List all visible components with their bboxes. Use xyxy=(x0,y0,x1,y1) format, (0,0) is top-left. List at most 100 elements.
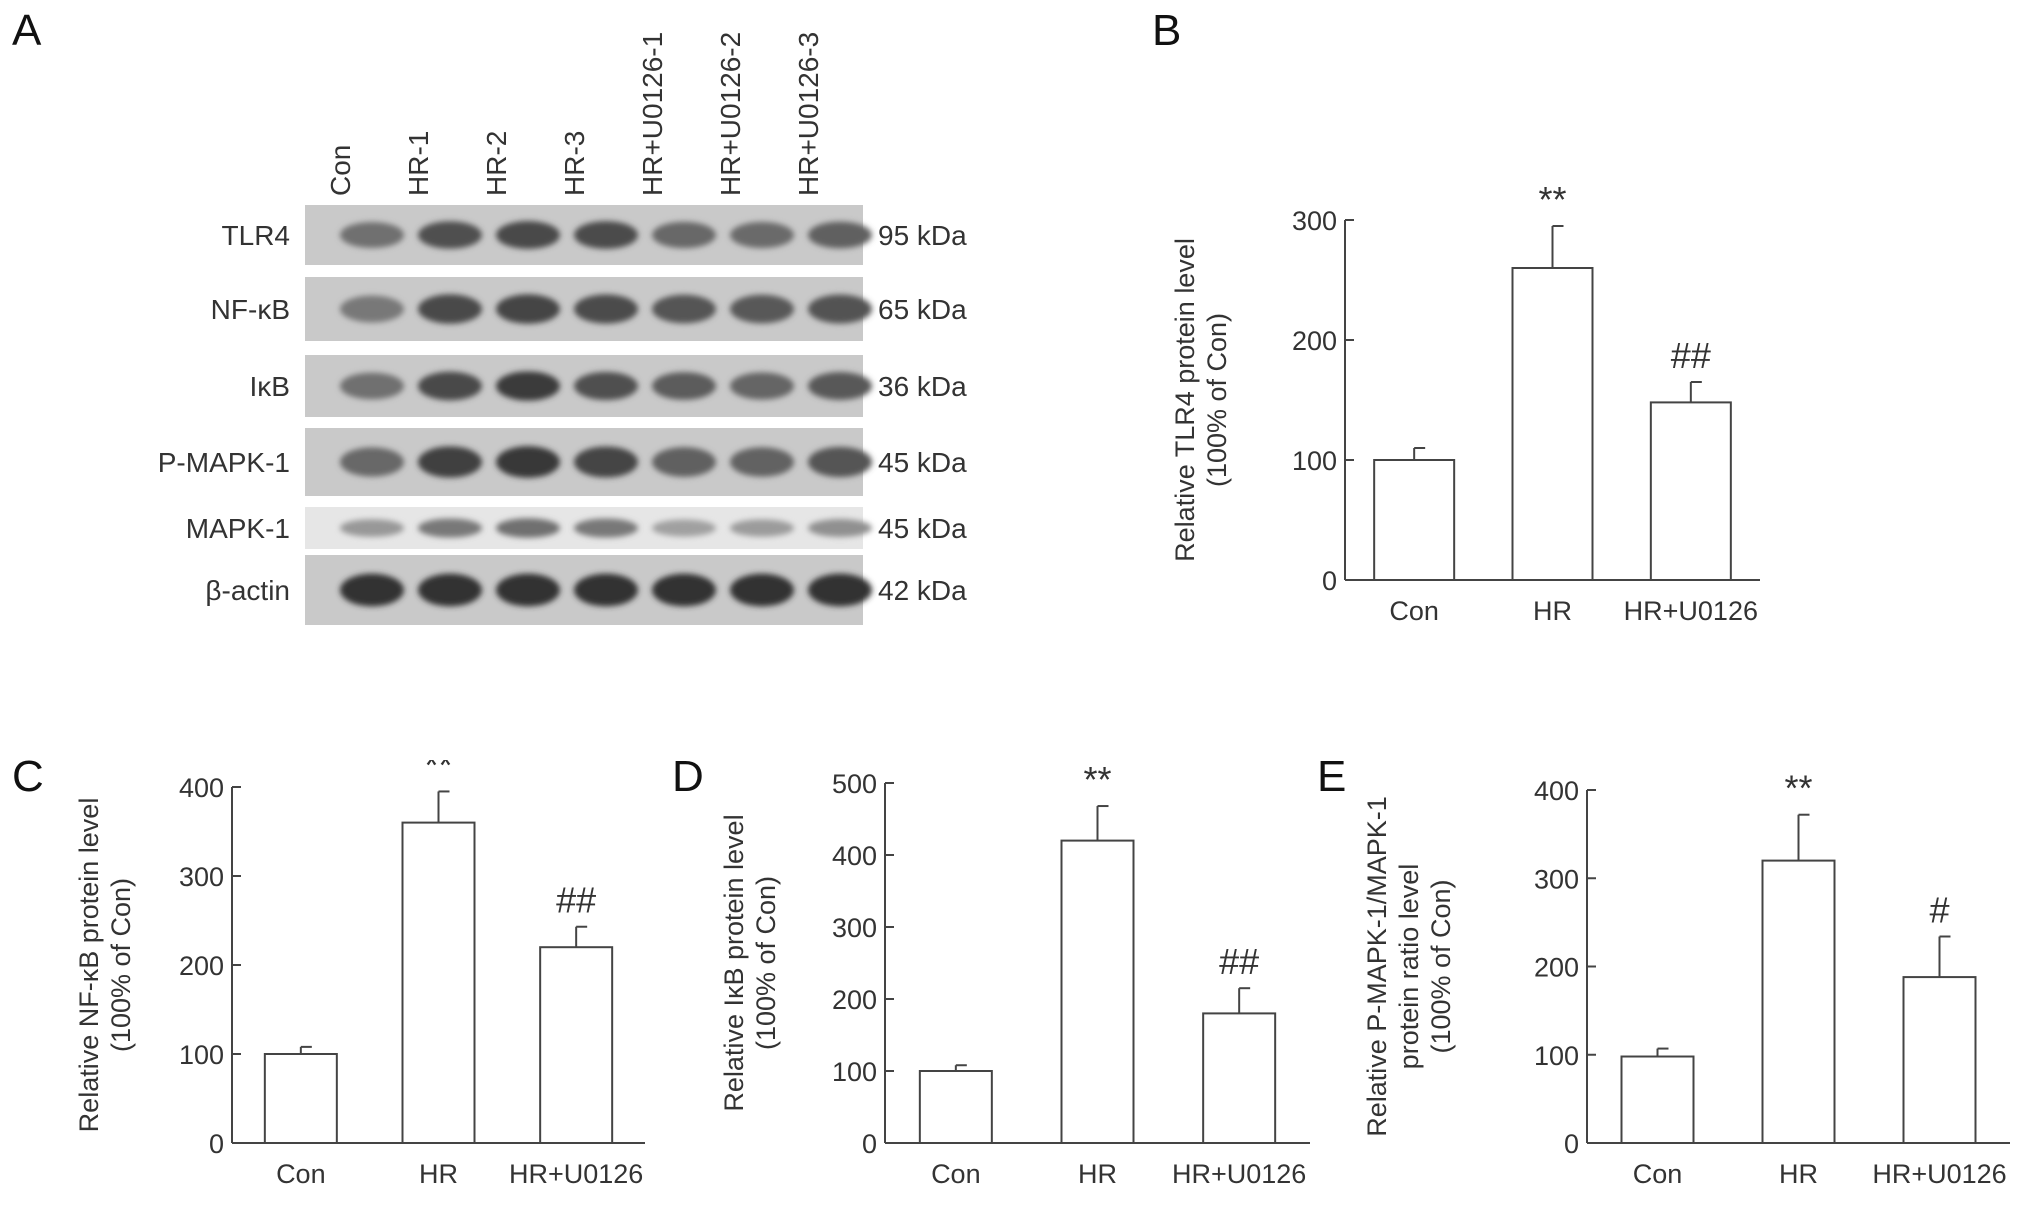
y-tick-label: 100 xyxy=(1292,446,1337,476)
blot-row: P-MAPK-1 45 kDa xyxy=(158,428,967,496)
blot-band xyxy=(808,573,872,607)
bar xyxy=(1373,459,1456,581)
panel-letter-d: D xyxy=(672,752,704,801)
bar xyxy=(1202,1012,1277,1144)
y-tick-label: 100 xyxy=(1534,1041,1579,1071)
blot-band xyxy=(652,519,716,537)
y-tick-label: 0 xyxy=(862,1129,877,1159)
chart-b-tlr4: 0 100 200 300 Relative TLR4 protein level (10… xyxy=(1170,180,1760,626)
blot-row: MAPK-1 45 kDa xyxy=(186,507,967,549)
blot-lane-label: HR-2 xyxy=(481,131,512,196)
y-axis-label: (100% of Con) xyxy=(1202,313,1232,487)
bar xyxy=(539,946,614,1144)
blot-kda-label: 95 kDa xyxy=(878,220,967,251)
blot-band xyxy=(496,446,560,478)
blot-band xyxy=(730,372,794,400)
chart-c-nfkb: 0 100 200 300 400 Relative NF-κB protein leve… xyxy=(74,760,645,1189)
blot-lane-label: HR-1 xyxy=(403,131,434,196)
blot-protein-label: MAPK-1 xyxy=(186,513,290,544)
significance-label: ## xyxy=(556,880,596,921)
y-tick-label: 100 xyxy=(832,1057,877,1087)
significance-label: ** xyxy=(1538,180,1566,220)
blot-kda-label: 36 kDa xyxy=(878,371,967,402)
y-axis-label: Relative P-MAPK-1/MAPK-1 xyxy=(1362,796,1392,1137)
category-label: HR xyxy=(419,1159,458,1189)
blot-band xyxy=(574,573,638,607)
blot-protein-label: TLR4 xyxy=(222,220,290,251)
blot-band xyxy=(808,221,872,249)
bar xyxy=(1620,1055,1695,1145)
significance-label: ## xyxy=(1219,941,1259,982)
western-blot-panel: Con HR-1 HR-2 HR-3 HR+U0126-1 HR+U0126-2 HR+U0… xyxy=(158,32,967,625)
blot-band xyxy=(418,294,482,324)
bar xyxy=(263,1053,338,1144)
blot-band xyxy=(496,371,560,401)
blot-protein-label: IκB xyxy=(250,371,290,402)
category-label: Con xyxy=(276,1159,326,1189)
blot-band xyxy=(730,573,794,607)
y-axis-label: Relative NF-κB protein level xyxy=(74,798,104,1133)
panel-letter-a: A xyxy=(12,6,42,55)
blot-row: NF-κB 65 kDa xyxy=(211,277,967,341)
bar xyxy=(918,1070,993,1144)
blot-band xyxy=(340,519,404,537)
significance-label: ** xyxy=(424,760,452,785)
blot-row: β-actin 42 kDa xyxy=(205,555,967,625)
blot-row: TLR4 95 kDa xyxy=(222,205,967,265)
blot-band xyxy=(496,294,560,324)
y-tick-label: 100 xyxy=(179,1040,224,1070)
category-label: HR xyxy=(1078,1159,1117,1189)
blot-band xyxy=(340,573,404,607)
significance-label: ** xyxy=(1784,768,1812,809)
category-label: HR+U0126 xyxy=(1872,1159,2006,1189)
chart-e-pmapk-ratio: 0 100 200 300 400 Relative P-MAPK-1/MAPK-1 pro… xyxy=(1362,768,2010,1189)
blot-band xyxy=(496,573,560,607)
y-tick-label: 300 xyxy=(832,913,877,943)
y-tick-label: 0 xyxy=(1322,566,1337,596)
blot-band xyxy=(340,295,404,323)
blot-band xyxy=(340,222,404,248)
y-axis-label: (100% of Con) xyxy=(751,876,781,1050)
category-label: HR+U0126 xyxy=(509,1159,643,1189)
y-tick-label: 300 xyxy=(1534,864,1579,894)
blot-band xyxy=(574,221,638,249)
y-tick-label: 500 xyxy=(832,769,877,799)
y-tick-label: 200 xyxy=(179,951,224,981)
category-label: HR+U0126 xyxy=(1172,1159,1306,1189)
blot-band xyxy=(730,294,794,324)
bar xyxy=(401,821,476,1144)
y-tick-label: 200 xyxy=(832,985,877,1015)
blot-row: IκB 36 kDa xyxy=(250,355,967,417)
blot-band xyxy=(730,519,794,537)
blot-kda-label: 65 kDa xyxy=(878,294,967,325)
bar xyxy=(1060,839,1135,1144)
y-tick-label: 0 xyxy=(1564,1129,1579,1159)
y-axis-label: (100% of Con) xyxy=(106,878,136,1052)
bar xyxy=(1902,976,1977,1144)
bar xyxy=(1649,401,1732,581)
blot-lane-label: HR+U0126-2 xyxy=(715,32,746,196)
blot-band xyxy=(418,221,482,249)
blot-band xyxy=(730,221,794,249)
y-tick-label: 400 xyxy=(832,841,877,871)
blot-band xyxy=(574,518,638,538)
y-axis-label: Relative TLR4 protein level xyxy=(1170,238,1200,562)
significance-label: # xyxy=(1929,889,1949,930)
category-label: Con xyxy=(1389,596,1439,626)
panel-letter-c: C xyxy=(12,752,44,801)
blot-band xyxy=(808,519,872,537)
blot-band xyxy=(808,446,872,478)
blot-lane-label: HR+U0126-1 xyxy=(637,32,668,196)
bar xyxy=(1761,859,1836,1144)
y-tick-label: 400 xyxy=(179,773,224,803)
blot-protein-label: β-actin xyxy=(205,575,290,606)
blot-band xyxy=(652,573,716,607)
y-tick-label: 400 xyxy=(1534,776,1579,806)
y-tick-label: 300 xyxy=(1292,206,1337,236)
y-tick-label: 200 xyxy=(1292,326,1337,356)
blot-band xyxy=(418,573,482,607)
y-tick-label: 0 xyxy=(209,1129,224,1159)
blot-band xyxy=(340,372,404,400)
blot-kda-label: 42 kDa xyxy=(878,575,967,606)
blot-protein-label: NF-κB xyxy=(211,294,290,325)
